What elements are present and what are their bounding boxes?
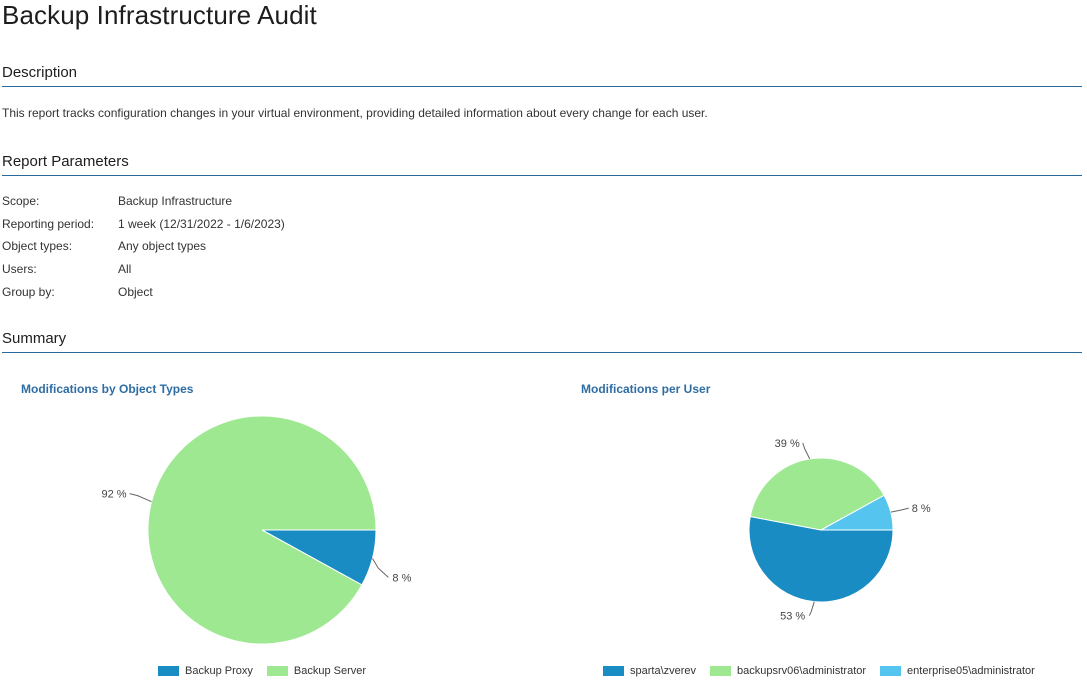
legend-label: backupsrv06\administrator xyxy=(737,665,867,677)
pie-slice xyxy=(147,415,377,645)
pie-chart-per-user: 53 % 39 % 8 % xyxy=(748,438,931,623)
description-text: This report tracks configuration changes… xyxy=(2,106,708,120)
legend-per-user: sparta\zverev backupsrv06\administrator … xyxy=(603,665,1049,677)
param-value: Any object types xyxy=(118,239,207,254)
param-value: 1 week (12/31/2022 - 1/6/2023) xyxy=(118,216,285,231)
legend-item: Backup Proxy xyxy=(158,665,253,677)
leader-line xyxy=(808,601,815,616)
param-label: Users: xyxy=(2,262,37,277)
param-row-scope: Scope: Backup Infrastructure xyxy=(2,194,285,217)
legend-swatch xyxy=(266,666,288,676)
pie-slice xyxy=(748,515,894,603)
legend-label: sparta\zverev xyxy=(630,665,697,677)
legend-label: Backup Proxy xyxy=(185,665,253,677)
legend-item: backupsrv06\administrator xyxy=(710,665,866,677)
pie-slice-label: 8 % xyxy=(392,572,411,584)
param-row-group-by: Group by: Object xyxy=(2,285,285,308)
report-title: Backup Infrastructure Audit xyxy=(2,0,317,30)
legend-object-types: Backup Proxy Backup Server xyxy=(158,665,380,677)
chart-title-per-user: Modifications per User xyxy=(581,382,711,396)
pie-slice xyxy=(749,457,885,531)
param-row-period: Reporting period: 1 week (12/31/2022 - 1… xyxy=(2,217,285,240)
parameters-table: Scope: Backup Infrastructure Reporting p… xyxy=(2,194,285,307)
legend-swatch xyxy=(710,666,732,676)
param-value: Object xyxy=(118,284,153,299)
pie-slice-label: 8 % xyxy=(912,503,931,515)
param-label: Reporting period: xyxy=(2,216,95,231)
param-label: Object types: xyxy=(2,239,73,254)
param-value: Backup Infrastructure xyxy=(118,194,233,208)
leader-line xyxy=(129,493,152,503)
legend-item: enterprise05\administrator xyxy=(880,665,1035,677)
leader-line xyxy=(890,507,909,513)
leader-line xyxy=(802,442,811,460)
legend-label: enterprise05\administrator xyxy=(907,665,1035,677)
param-value: All xyxy=(118,262,132,277)
legend-item: sparta\zverev xyxy=(603,665,696,677)
legend-swatch xyxy=(158,666,179,676)
description-heading: Description xyxy=(2,64,1082,87)
parameters-heading: Report Parameters xyxy=(2,153,1082,176)
param-row-users: Users: All xyxy=(2,262,285,285)
pie-slice-label: 53 % xyxy=(780,611,805,623)
param-row-object-types: Object types: Any object types xyxy=(2,239,285,262)
pie-slice xyxy=(820,494,894,531)
chart-title-object-types: Modifications by Object Types xyxy=(21,382,194,396)
legend-item: Backup Server xyxy=(266,665,367,677)
pie-chart-object-types: 8 % 92 % xyxy=(102,415,412,645)
pie-slice-label: 92 % xyxy=(102,489,127,501)
param-label: Group by: xyxy=(2,284,55,299)
pie-slice-label: 39 % xyxy=(775,438,800,450)
legend-swatch xyxy=(603,666,624,676)
leader-line xyxy=(371,558,389,578)
summary-heading: Summary xyxy=(2,330,1082,353)
legend-label: Backup Server xyxy=(293,665,367,677)
legend-swatch xyxy=(880,666,902,676)
param-label: Scope: xyxy=(2,194,40,208)
